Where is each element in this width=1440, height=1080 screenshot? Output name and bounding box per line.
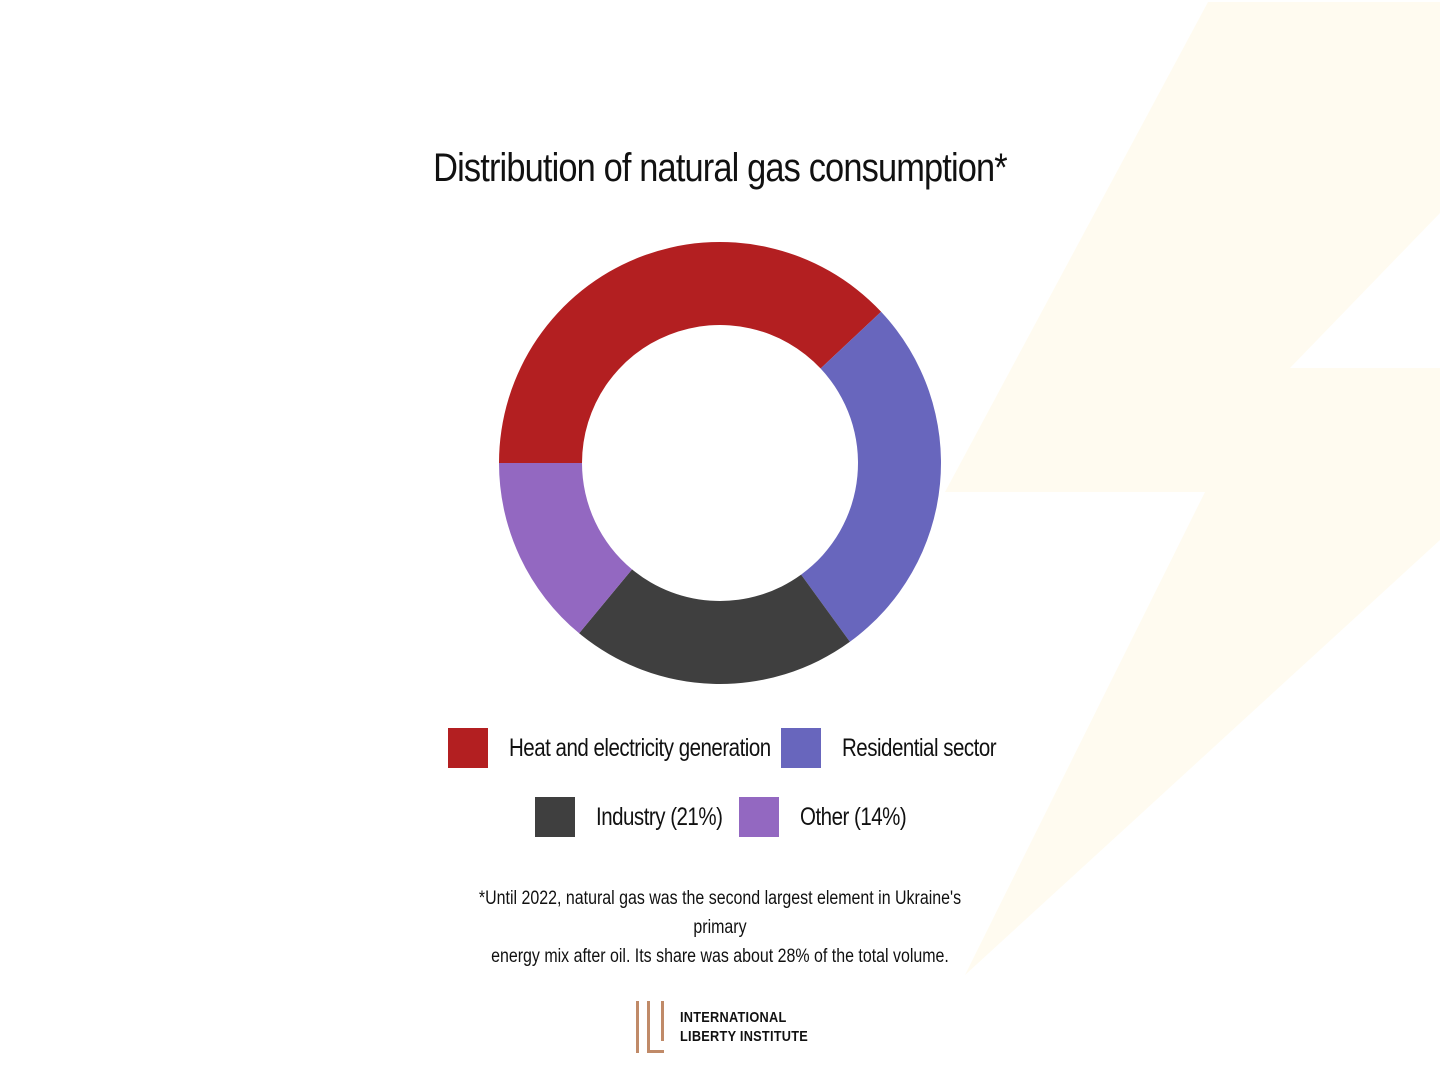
ili-logo-icon [636, 1001, 664, 1053]
legend-swatch-industry [535, 797, 575, 837]
donut-slice-heat [499, 241, 882, 463]
legend-swatch-residential [781, 728, 821, 768]
donut-slice-industry [579, 569, 850, 684]
legend-item-industry: Industry (21%) [535, 796, 750, 838]
footnote: *Until 2022, natural gas was the second … [468, 884, 972, 971]
legend-label-heat: Heat and electricity generation [509, 733, 771, 762]
legend-item-residential: Residential sector [781, 727, 1030, 769]
footnote-line-2: energy mix after oil. Its share was abou… [491, 946, 949, 967]
legend-item-other: Other (14%) [739, 796, 930, 838]
legend-swatch-other [739, 797, 779, 837]
legend-label-residential: Residential sector [842, 733, 997, 762]
chart-title: Distribution of natural gas consumption* [433, 146, 1008, 190]
legend-label-other: Other (14%) [800, 802, 907, 831]
donut-slice-other [499, 463, 633, 634]
legend-item-heat: Heat and electricity generation [448, 727, 828, 769]
donut-slice-residential [801, 311, 942, 642]
legend-swatch-heat [448, 728, 488, 768]
logo-text: International Liberty Institute [680, 1008, 808, 1046]
logo-line-1: International [680, 1009, 787, 1026]
logo-line-2: Liberty Institute [680, 1028, 809, 1045]
organization-logo: International Liberty Institute [634, 1001, 831, 1053]
footnote-line-1: *Until 2022, natural gas was the second … [478, 888, 962, 938]
donut-chart [499, 241, 942, 684]
legend-label-industry: Industry (21%) [596, 802, 723, 831]
